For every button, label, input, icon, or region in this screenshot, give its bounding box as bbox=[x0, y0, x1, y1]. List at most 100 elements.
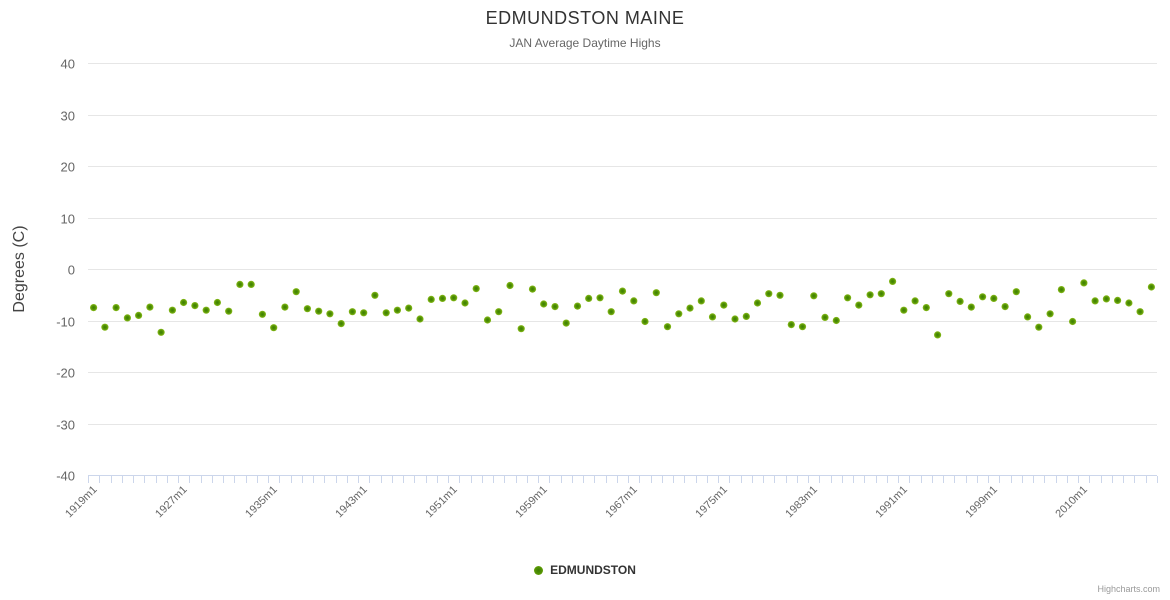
data-point[interactable] bbox=[495, 308, 503, 316]
data-point[interactable] bbox=[652, 289, 660, 297]
data-point[interactable] bbox=[483, 316, 492, 324]
data-point[interactable] bbox=[416, 315, 424, 323]
data-point[interactable] bbox=[708, 313, 717, 321]
data-point[interactable] bbox=[506, 281, 514, 290]
data-point[interactable] bbox=[832, 316, 840, 325]
data-point[interactable] bbox=[855, 301, 863, 309]
y-axis-tick-label: 10 bbox=[61, 212, 75, 227]
data-point[interactable] bbox=[382, 309, 390, 317]
data-point[interactable] bbox=[517, 325, 525, 333]
data-point[interactable] bbox=[1069, 317, 1077, 326]
data-point[interactable] bbox=[934, 331, 942, 339]
highcharts-credits-link[interactable]: Highcharts.com bbox=[1097, 584, 1160, 594]
data-point[interactable] bbox=[956, 297, 964, 305]
data-point[interactable] bbox=[585, 294, 593, 302]
data-point[interactable] bbox=[112, 304, 120, 312]
data-point[interactable] bbox=[844, 294, 852, 302]
data-point[interactable] bbox=[236, 280, 244, 288]
data-point[interactable] bbox=[810, 292, 818, 300]
data-point[interactable] bbox=[258, 310, 266, 318]
data-point[interactable] bbox=[315, 307, 323, 315]
data-point[interactable] bbox=[281, 303, 289, 311]
data-point[interactable] bbox=[438, 294, 447, 302]
data-point[interactable] bbox=[180, 298, 188, 307]
legend-label: EDMUNDSTON bbox=[550, 563, 636, 577]
data-point[interactable] bbox=[1125, 299, 1133, 307]
data-point[interactable] bbox=[877, 290, 885, 298]
data-point[interactable] bbox=[540, 300, 548, 308]
data-point[interactable] bbox=[675, 310, 683, 318]
data-point[interactable] bbox=[450, 294, 458, 302]
data-point[interactable] bbox=[360, 309, 368, 317]
data-point[interactable] bbox=[123, 314, 131, 322]
data-point[interactable] bbox=[303, 305, 311, 313]
data-point[interactable] bbox=[562, 319, 570, 327]
data-point[interactable] bbox=[1102, 295, 1110, 303]
data-point[interactable] bbox=[90, 304, 98, 312]
data-point[interactable] bbox=[641, 317, 649, 326]
data-point[interactable] bbox=[979, 293, 987, 301]
data-point[interactable] bbox=[618, 287, 627, 295]
data-point[interactable] bbox=[1012, 288, 1020, 296]
data-point[interactable] bbox=[326, 310, 334, 318]
data-point[interactable] bbox=[990, 294, 998, 302]
legend-item-edmundston[interactable]: EDMUNDSTON bbox=[0, 563, 1170, 577]
data-point[interactable] bbox=[146, 303, 154, 311]
data-point[interactable] bbox=[292, 288, 300, 296]
data-point[interactable] bbox=[101, 323, 109, 331]
data-point[interactable] bbox=[393, 306, 401, 314]
data-point[interactable] bbox=[202, 306, 210, 314]
data-point[interactable] bbox=[1035, 323, 1043, 331]
data-point[interactable] bbox=[742, 312, 750, 320]
x-axis-tick-label: 1935m1 bbox=[243, 484, 280, 521]
data-point[interactable] bbox=[1046, 310, 1054, 318]
data-point[interactable] bbox=[663, 323, 672, 331]
data-point[interactable] bbox=[889, 277, 897, 285]
data-point[interactable] bbox=[551, 303, 559, 311]
data-point[interactable] bbox=[168, 306, 176, 314]
data-point[interactable] bbox=[270, 324, 278, 332]
data-point[interactable] bbox=[630, 297, 638, 305]
data-point[interactable] bbox=[461, 299, 469, 307]
data-point[interactable] bbox=[1001, 303, 1009, 311]
data-point[interactable] bbox=[427, 295, 435, 303]
data-point[interactable] bbox=[1080, 279, 1088, 287]
data-point[interactable] bbox=[900, 306, 908, 314]
data-point[interactable] bbox=[1024, 313, 1032, 321]
data-point[interactable] bbox=[348, 308, 356, 316]
data-point[interactable] bbox=[720, 301, 728, 309]
data-point[interactable] bbox=[787, 321, 795, 329]
data-point[interactable] bbox=[247, 280, 255, 288]
data-point[interactable] bbox=[1147, 283, 1155, 291]
data-point[interactable] bbox=[1114, 296, 1122, 304]
data-point[interactable] bbox=[528, 285, 537, 293]
data-point[interactable] bbox=[798, 323, 807, 331]
data-point[interactable] bbox=[765, 290, 773, 298]
data-point[interactable] bbox=[607, 308, 615, 316]
data-point[interactable] bbox=[821, 313, 829, 321]
data-point[interactable] bbox=[135, 311, 143, 319]
data-point[interactable] bbox=[1136, 308, 1144, 316]
data-point[interactable] bbox=[922, 304, 930, 312]
data-point[interactable] bbox=[911, 297, 919, 305]
data-point[interactable] bbox=[337, 320, 345, 328]
data-point[interactable] bbox=[191, 302, 199, 310]
data-point[interactable] bbox=[157, 328, 165, 336]
data-point[interactable] bbox=[686, 304, 694, 312]
data-point[interactable] bbox=[1057, 286, 1065, 294]
data-point[interactable] bbox=[573, 302, 582, 310]
data-point[interactable] bbox=[371, 291, 379, 299]
data-point[interactable] bbox=[945, 290, 953, 298]
data-point[interactable] bbox=[213, 298, 221, 307]
data-point[interactable] bbox=[405, 304, 413, 312]
data-point[interactable] bbox=[596, 294, 604, 302]
data-point[interactable] bbox=[225, 307, 233, 315]
data-point[interactable] bbox=[472, 285, 480, 293]
data-point[interactable] bbox=[776, 291, 784, 299]
data-point[interactable] bbox=[1091, 297, 1099, 305]
data-point[interactable] bbox=[753, 299, 762, 307]
data-point[interactable] bbox=[731, 315, 739, 323]
data-point[interactable] bbox=[866, 291, 874, 299]
data-point[interactable] bbox=[967, 303, 975, 311]
data-point[interactable] bbox=[697, 297, 705, 305]
